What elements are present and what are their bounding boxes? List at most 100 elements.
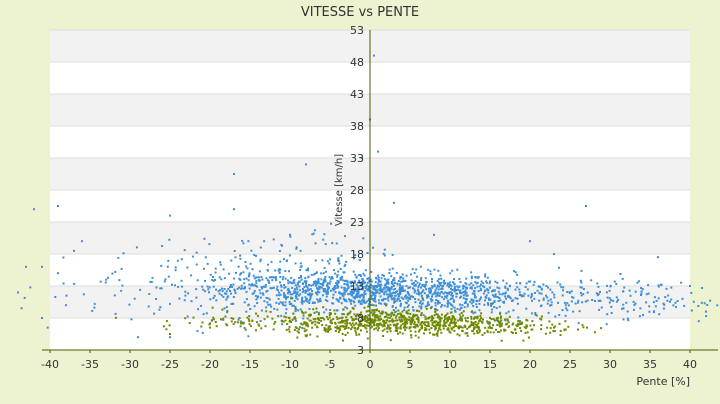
data-point [467, 326, 470, 329]
data-point [186, 266, 189, 269]
data-point [41, 265, 43, 268]
data-point [387, 295, 390, 298]
data-point [352, 296, 355, 299]
data-point [359, 314, 361, 317]
data-point [202, 313, 205, 316]
data-point [267, 263, 269, 266]
data-point [434, 308, 437, 311]
data-point [242, 242, 245, 245]
data-point [357, 301, 360, 303]
data-point [532, 324, 535, 327]
data-point [196, 330, 199, 333]
data-point [414, 290, 417, 292]
data-point [470, 286, 473, 289]
data-point [538, 299, 541, 302]
data-point [499, 325, 502, 328]
data-point [570, 290, 573, 293]
data-point [284, 286, 287, 289]
data-point [289, 293, 292, 296]
data-point [460, 295, 462, 298]
data-point [436, 292, 439, 295]
data-point [453, 322, 456, 325]
data-point [243, 282, 246, 285]
data-point [418, 293, 420, 296]
data-point [323, 318, 326, 321]
data-point [498, 293, 501, 296]
data-point [342, 313, 345, 316]
data-point [283, 315, 286, 318]
data-point [430, 307, 432, 309]
data-point [297, 309, 300, 312]
data-point [405, 318, 408, 321]
data-point [566, 309, 569, 312]
data-point [290, 277, 293, 279]
data-point [378, 302, 381, 305]
data-point [255, 312, 257, 315]
data-point [282, 320, 285, 323]
data-point [147, 305, 150, 308]
data-point [417, 284, 420, 287]
data-point [390, 281, 393, 283]
data-point [471, 292, 474, 295]
data-point [204, 256, 207, 259]
data-point [414, 314, 417, 317]
data-point [485, 280, 488, 283]
data-point [657, 285, 660, 288]
data-point [382, 274, 385, 277]
data-point [571, 295, 574, 298]
data-point [362, 280, 365, 283]
data-point [180, 279, 183, 282]
data-point [417, 298, 420, 301]
data-point [168, 302, 171, 305]
data-point [474, 311, 477, 314]
data-point [385, 279, 388, 282]
data-point [645, 293, 648, 296]
data-point [225, 290, 228, 293]
data-point [496, 281, 499, 284]
data-point [459, 296, 461, 299]
data-point [376, 284, 379, 287]
data-point [312, 301, 315, 304]
data-point [558, 322, 561, 325]
data-point [266, 279, 269, 282]
data-point [416, 281, 419, 284]
data-point [176, 259, 179, 262]
data-point [243, 301, 246, 304]
data-point [615, 296, 618, 299]
data-point [520, 329, 523, 332]
data-point [386, 313, 388, 316]
data-point [275, 294, 278, 297]
data-point [420, 326, 423, 329]
data-point [247, 240, 250, 243]
data-point [478, 299, 481, 302]
data-point [483, 290, 486, 293]
data-point [345, 283, 348, 286]
data-point [459, 281, 462, 283]
data-point [480, 296, 482, 299]
data-point [237, 318, 240, 321]
data-point [305, 324, 308, 327]
data-point [360, 322, 363, 325]
data-point [416, 275, 418, 278]
data-point [386, 280, 389, 283]
data-point [217, 290, 220, 293]
data-point [420, 322, 423, 325]
data-point [476, 300, 479, 303]
y-tick-label: 53 [350, 24, 364, 37]
data-point [445, 296, 448, 299]
data-point [303, 330, 306, 333]
data-point [331, 287, 334, 290]
data-point [478, 309, 481, 312]
data-point [307, 325, 310, 328]
data-point [323, 233, 326, 236]
data-point [269, 310, 272, 313]
data-point [424, 321, 426, 324]
data-point [426, 303, 429, 306]
data-point [326, 260, 329, 263]
data-point [374, 285, 377, 287]
data-point [201, 321, 204, 324]
data-point [606, 284, 608, 287]
data-point [367, 319, 370, 322]
data-point [433, 268, 436, 271]
data-point [373, 328, 376, 331]
